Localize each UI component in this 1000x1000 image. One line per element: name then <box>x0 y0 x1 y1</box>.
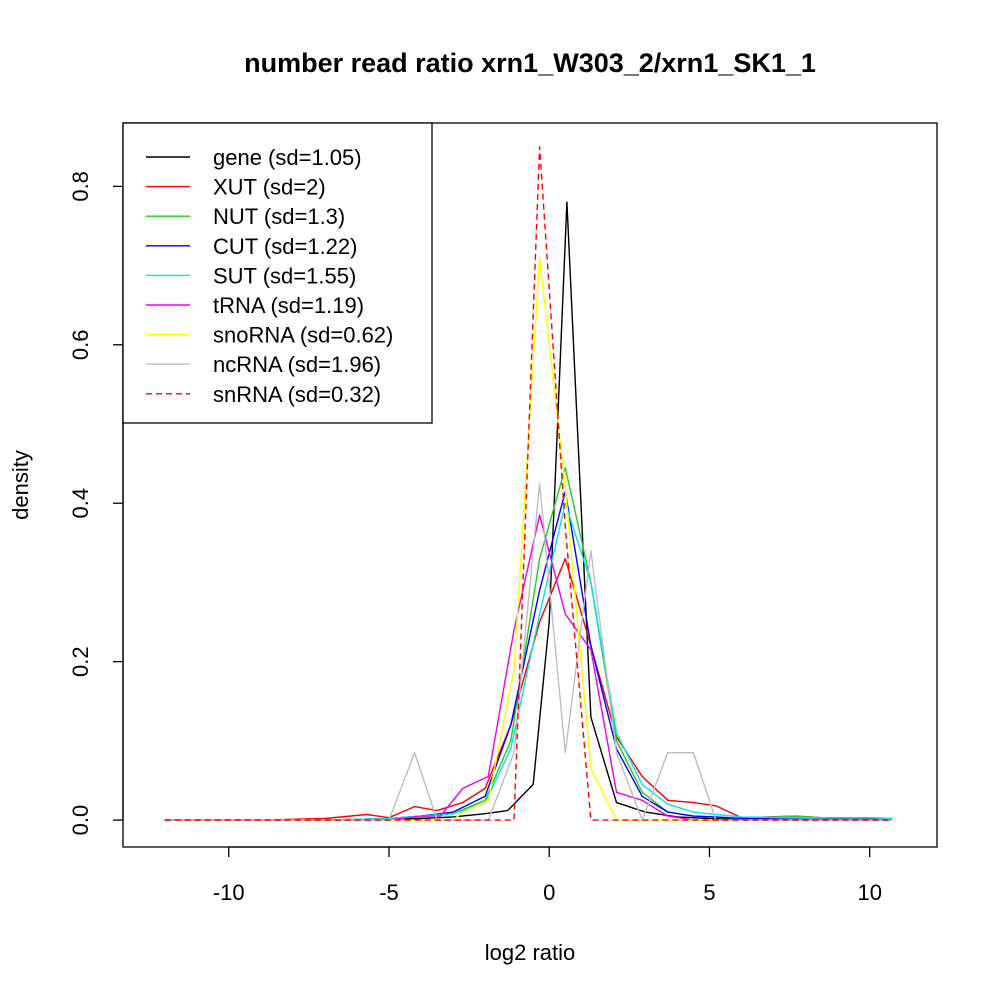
series-line-snorna <box>164 257 893 821</box>
y-tick-label: 0.6 <box>68 329 93 360</box>
y-tick-label: 0.0 <box>68 805 93 836</box>
y-tick-label: 0.4 <box>68 488 93 519</box>
x-tick-label: -10 <box>213 880 245 905</box>
legend-box <box>122 122 433 424</box>
y-tick-label: 0.8 <box>68 171 93 202</box>
series-line-ncrna <box>164 482 893 821</box>
series-line-xut <box>164 558 893 821</box>
legend-label-gene: gene (sd=1.05) <box>213 145 362 170</box>
x-tick-label: 10 <box>857 880 881 905</box>
x-tick-label: 0 <box>543 880 555 905</box>
y-tick-label: 0.2 <box>68 646 93 677</box>
legend-label-snrna: snRNA (sd=0.32) <box>213 382 381 407</box>
x-axis: -10 -5 0 5 10 <box>213 846 882 905</box>
x-tick-label: -5 <box>379 880 399 905</box>
x-tick-label: 5 <box>703 880 715 905</box>
legend: gene (sd=1.05) XUT (sd=2) NUT (sd=1.3) CUT … <box>122 122 433 424</box>
series-layer <box>164 146 893 821</box>
legend-label-snorna: snoRNA (sd=0.62) <box>213 323 393 348</box>
y-axis-label: density <box>8 450 33 520</box>
chart-title: number read ratio xrn1_W303_2/xrn1_SK1_1 <box>244 48 816 78</box>
series-line-snrna <box>164 146 893 821</box>
x-axis-label: log2 ratio <box>485 940 576 965</box>
legend-label-sut: SUT (sd=1.55) <box>213 263 356 288</box>
series-line-cut <box>164 490 893 821</box>
y-axis: 0.0 0.2 0.4 0.6 0.8 <box>68 171 124 836</box>
legend-label-nut: NUT (sd=1.3) <box>213 204 345 229</box>
legend-label-ncrna: ncRNA (sd=1.96) <box>213 352 381 377</box>
legend-label-xut: XUT (sd=2) <box>213 175 326 200</box>
legend-label-trna: tRNA (sd=1.19) <box>213 293 364 318</box>
series-line-sut <box>164 502 893 821</box>
legend-label-cut: CUT (sd=1.22) <box>213 234 357 259</box>
